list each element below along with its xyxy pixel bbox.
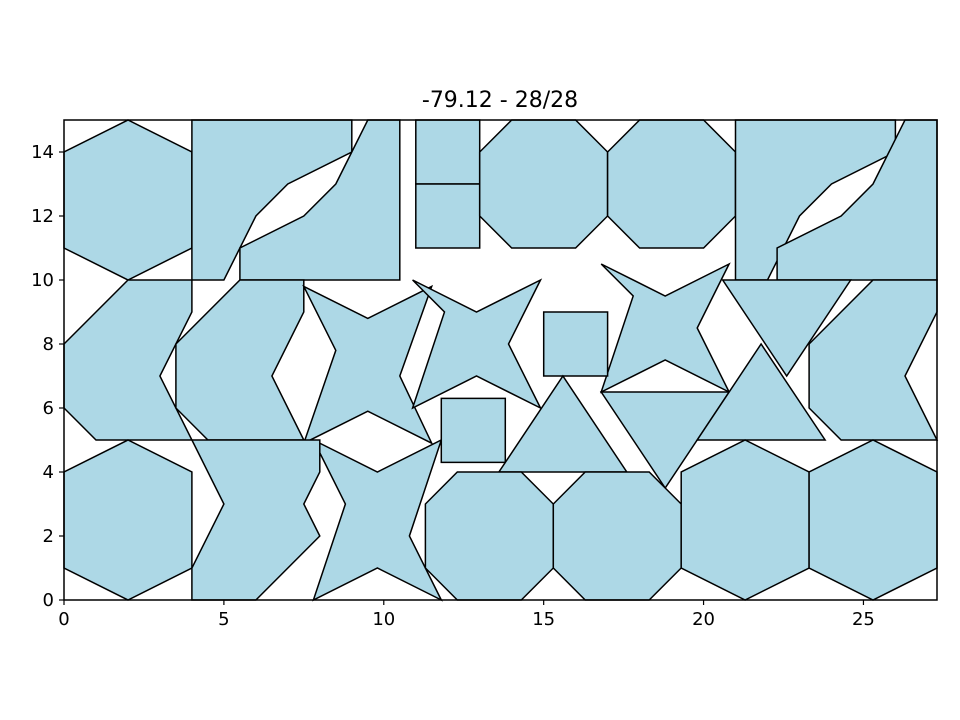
square-shape-5 bbox=[415, 183, 481, 249]
chevron-shape-12 bbox=[808, 279, 939, 441]
axes-frame bbox=[63, 119, 938, 601]
square-shape-4 bbox=[415, 119, 481, 185]
triangle-shape-20 bbox=[497, 374, 629, 473]
y-tick-label: 0 bbox=[43, 590, 54, 611]
triangle-shape-22 bbox=[695, 342, 827, 441]
star-shape-13 bbox=[302, 284, 434, 445]
chevron-shape-10 bbox=[63, 279, 194, 441]
star-shape-14 bbox=[411, 278, 543, 410]
x-tick-label: 20 bbox=[692, 609, 715, 630]
lshape-shape-3 bbox=[239, 119, 401, 281]
hexagon-shape-1 bbox=[63, 119, 193, 281]
y-tick-label: 12 bbox=[31, 206, 54, 227]
hexagon-shape-28 bbox=[808, 439, 938, 601]
y-tick-label: 8 bbox=[43, 334, 54, 355]
octagon-shape-7 bbox=[606, 119, 737, 249]
y-tick-label: 2 bbox=[43, 526, 54, 547]
chart-title: -79.12 - 28/28 bbox=[422, 88, 578, 113]
x-tick-label: 25 bbox=[852, 609, 875, 630]
square-shape-18 bbox=[440, 397, 507, 464]
y-tick-label: 6 bbox=[43, 398, 54, 419]
y-tick-label: 14 bbox=[31, 142, 54, 163]
lshape-shape-2 bbox=[191, 119, 353, 281]
octagon-shape-6 bbox=[478, 119, 609, 249]
octagon-shape-26 bbox=[552, 471, 682, 601]
octagon-shape-25 bbox=[424, 471, 555, 601]
shapes-layer bbox=[63, 119, 939, 602]
chevron-shape-11 bbox=[175, 279, 306, 441]
x-tick-label: 5 bbox=[218, 609, 229, 630]
y-tick-label: 10 bbox=[31, 270, 54, 291]
x-tick-label: 0 bbox=[58, 609, 69, 630]
y-tick-label: 4 bbox=[43, 462, 54, 483]
axes-layer: 0 5 10 15 20 25 0 2 4 6 8 10 12 14 bbox=[31, 119, 938, 630]
hexagon-shape-27 bbox=[680, 439, 810, 601]
x-tick-label: 10 bbox=[372, 609, 395, 630]
square-shape-17 bbox=[542, 311, 609, 377]
hexagon-shape-23 bbox=[63, 439, 193, 601]
chevron-shape-24 bbox=[190, 439, 321, 601]
triangle-shape-19 bbox=[721, 279, 853, 378]
x-tick-label: 15 bbox=[532, 609, 555, 630]
